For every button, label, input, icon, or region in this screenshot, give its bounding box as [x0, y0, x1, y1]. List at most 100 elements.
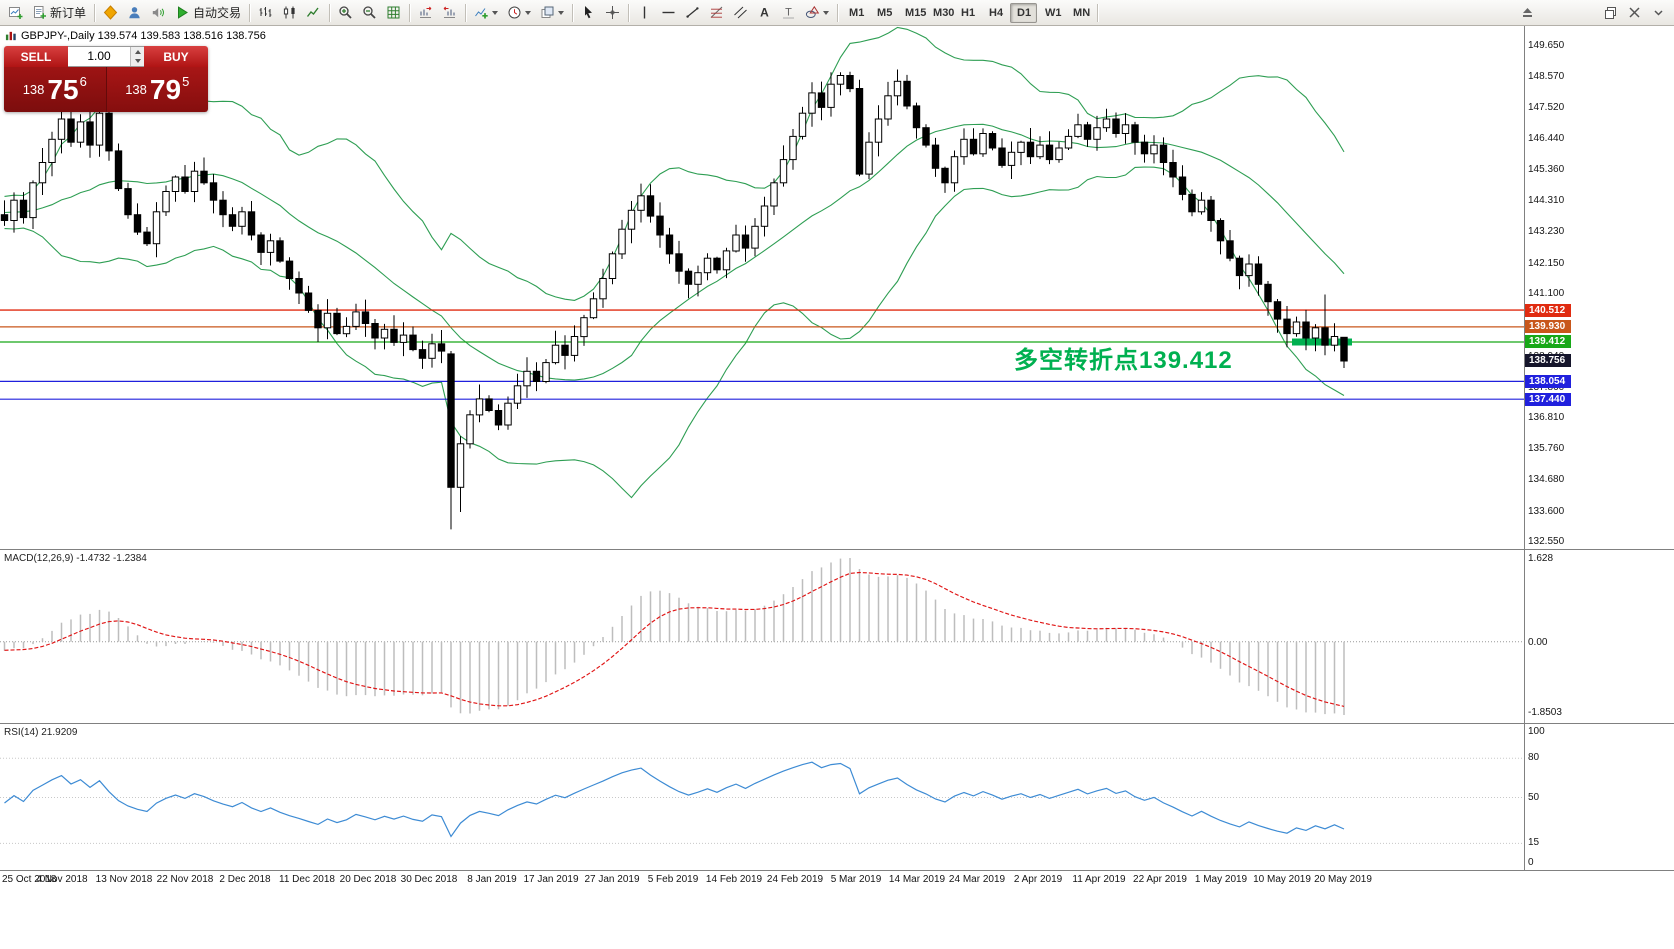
time-axis-label: 24 Mar 2019	[948, 874, 1006, 885]
price-level-tag: 137.440	[1525, 393, 1571, 406]
timeframe-M30-button[interactable]: M30	[926, 3, 954, 23]
timeframe-W1-button[interactable]: W1	[1038, 3, 1065, 23]
auto-scroll-button[interactable]	[414, 2, 437, 24]
price-scale-label: 143.230	[1528, 226, 1565, 237]
trendline-button[interactable]	[681, 2, 704, 24]
community-button[interactable]	[123, 2, 146, 24]
templates-button[interactable]	[536, 2, 568, 24]
time-axis-label: 2 Dec 2018	[219, 874, 271, 885]
time-axis-label: 14 Feb 2019	[705, 874, 763, 885]
time-axis-label: 14 Mar 2019	[888, 874, 946, 885]
zoom-out-button[interactable]	[358, 2, 381, 24]
panel-divider[interactable]	[0, 549, 1674, 550]
cursor-button[interactable]	[577, 2, 600, 24]
toolbar-separator	[94, 3, 96, 22]
trade-panel-row: SELL 1.00 BUY	[4, 46, 208, 67]
grid-icon	[387, 6, 400, 19]
timeframe-M5-button[interactable]: M5	[870, 3, 897, 23]
text-button[interactable]: A	[753, 2, 776, 24]
time-axis-label: 2 Apr 2019	[1013, 874, 1063, 885]
rsi-scale-label: 15	[1528, 837, 1540, 848]
indicators-icon	[475, 8, 488, 19]
tile-windows-button[interactable]	[382, 2, 405, 24]
price-scale-label: 135.760	[1528, 443, 1565, 454]
toolbar-overflow-button[interactable]	[1647, 2, 1670, 24]
crosshair-button[interactable]	[601, 2, 624, 24]
vertical-line-button[interactable]	[633, 2, 656, 24]
text-icon: A	[760, 6, 769, 20]
time-axis-label: 13 Nov 2018	[95, 874, 153, 885]
timeframe-M15-button[interactable]: M15	[898, 3, 926, 23]
volume-up-button[interactable]	[131, 47, 144, 57]
line-chart-mode-button[interactable]	[302, 2, 325, 24]
rsi-panel[interactable]	[0, 724, 1524, 870]
price-scale-label: 145.360	[1528, 164, 1565, 175]
cursor-icon	[585, 6, 593, 19]
timeframe-H4-button[interactable]: H4	[982, 3, 1009, 23]
shapes-button[interactable]	[801, 2, 833, 24]
horizontal-line-button[interactable]	[657, 2, 680, 24]
price-scale-label: 134.680	[1528, 474, 1565, 485]
bar-chart-mode-button[interactable]	[254, 2, 277, 24]
win-close-icon	[1629, 7, 1640, 18]
macd-scale-label: 0.00	[1528, 637, 1548, 648]
new-order-label: 新订单	[50, 6, 87, 20]
zoom-in-button[interactable]	[334, 2, 357, 24]
periods-button[interactable]	[503, 2, 535, 24]
toolbar-separator	[572, 3, 574, 22]
time-axis-label: 4 Nov 2018	[36, 874, 88, 885]
price-scale[interactable]	[1524, 26, 1525, 870]
auto-scroll-icon	[420, 6, 432, 18]
time-axis-label: 11 Dec 2018	[279, 874, 335, 885]
new-order-button[interactable]: 新订单	[28, 2, 90, 24]
toolbar-separator	[409, 3, 411, 22]
timeframe-H1-button[interactable]: H1	[954, 3, 981, 23]
timeframe-D1-button[interactable]: D1	[1010, 2, 1038, 23]
timeframe-MN-button[interactable]: MN	[1066, 3, 1093, 23]
time-axis-label: 5 Feb 2019	[647, 874, 699, 885]
undock-button[interactable]	[1516, 2, 1539, 24]
price-level-tag: 139.412	[1525, 335, 1571, 348]
eject-icon	[1523, 8, 1532, 17]
timeframe-M1-button[interactable]: M1	[842, 3, 869, 23]
volume-stepper	[130, 47, 144, 66]
macd-panel[interactable]	[0, 550, 1524, 723]
channel-button[interactable]	[729, 2, 752, 24]
news-button[interactable]	[147, 2, 170, 24]
horizontal-line-icon	[662, 11, 675, 14]
volume-down-button[interactable]	[131, 56, 144, 66]
autotrading-button[interactable]: 自动交易	[171, 2, 245, 24]
buy-button[interactable]: BUY	[144, 46, 208, 67]
new-order-icon	[34, 6, 46, 19]
indicators-button[interactable]	[470, 2, 502, 24]
fibonacci-button[interactable]	[705, 2, 728, 24]
sell-price[interactable]: 138 75 6	[4, 67, 107, 112]
time-axis-label: 20 May 2019	[1314, 874, 1372, 885]
news-icon	[152, 8, 164, 18]
autotrading-label: 自动交易	[193, 6, 242, 20]
buy-price[interactable]: 138 79 5	[106, 67, 208, 112]
window-restore-button[interactable]	[1599, 2, 1622, 24]
dropdown-caret-icon	[823, 11, 830, 18]
chart-shift-icon	[443, 6, 456, 18]
crosshair-icon	[606, 6, 620, 19]
metaquotes-id-button[interactable]	[99, 2, 122, 24]
trendline-icon	[686, 7, 699, 18]
new-chart-icon	[9, 7, 23, 19]
dropdown-caret-icon	[525, 11, 532, 18]
chart-shift-button[interactable]	[438, 2, 461, 24]
annotation-text[interactable]: 多空转折点139.412	[1014, 347, 1233, 374]
time-axis-label: 17 Jan 2019	[523, 874, 579, 885]
price-scale-label: 142.150	[1528, 258, 1565, 269]
volume-input[interactable]: 1.00	[87, 49, 111, 63]
window-close-button[interactable]	[1623, 2, 1646, 24]
win-restore-icon	[1605, 7, 1616, 19]
text-label-button[interactable]: T	[777, 2, 800, 24]
panel-divider[interactable]	[0, 723, 1674, 724]
new-chart-button[interactable]	[4, 2, 27, 24]
chart-area[interactable]: GBPJPY-,Daily 139.574 139.583 138.516 13…	[0, 26, 1674, 949]
price-chart[interactable]	[0, 26, 1524, 549]
sell-button[interactable]: SELL	[4, 46, 68, 67]
macd-signal-line	[4, 571, 1345, 707]
candlestick-mode-button[interactable]	[278, 2, 301, 24]
